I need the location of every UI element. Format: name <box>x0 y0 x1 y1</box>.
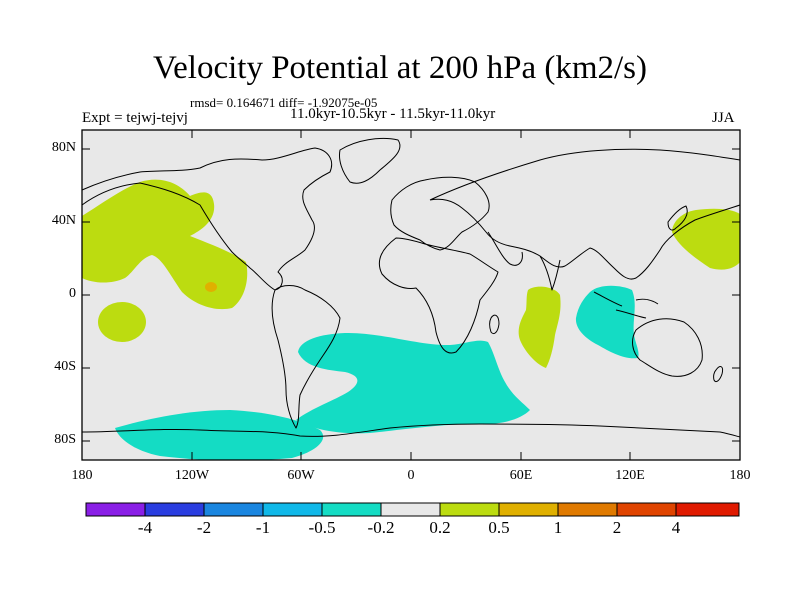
colorbar-label-3: -1 <box>255 518 271 537</box>
colorbar-swatch-9 <box>558 503 617 516</box>
arabia-india-coastline <box>487 231 561 291</box>
x-label-180-west: 180 <box>71 468 93 483</box>
colorbar-swatch-6 <box>381 503 440 516</box>
south-atlantic-negative-region <box>296 332 530 434</box>
y-label-0: 0 <box>69 286 76 301</box>
asia-coastline <box>429 148 741 280</box>
x-label-0: 0 <box>407 468 415 483</box>
colorbar-label-4: -0.5 <box>308 518 336 537</box>
x-label-120w: 120W <box>174 468 210 483</box>
colorbar-swatch-8 <box>499 503 558 516</box>
australia-coastline <box>632 318 703 377</box>
colorbar-swatch-11 <box>676 503 739 516</box>
y-label-40s: 40S <box>54 359 76 374</box>
map-title: Velocity Potential at 200 hPa (km2/s) <box>152 50 648 86</box>
y-label-80s: 80S <box>54 432 76 447</box>
colorbar-swatch-5 <box>322 503 381 516</box>
colorbar-swatch-10 <box>617 503 676 516</box>
east-pacific-positive-region <box>82 179 248 310</box>
indian-ocean-positive-region <box>518 286 561 368</box>
southern-ocean-negative-region <box>115 410 324 461</box>
colorbar-swatch-3 <box>204 503 263 516</box>
stats-text: rmsd= 0.164671 diff= -1.92075e-05 <box>190 95 378 110</box>
x-label-180-east: 180 <box>729 468 751 483</box>
colorbar-label-9: 2 <box>612 518 622 537</box>
colorbar-label-5: -0.2 <box>367 518 395 537</box>
colorbar-swatch-1 <box>86 503 145 516</box>
x-label-60w: 60W <box>287 468 315 483</box>
south-america-coastline <box>271 285 341 429</box>
positive-anomaly-regions <box>82 179 740 368</box>
colorbar-label-2: -2 <box>196 518 212 537</box>
y-label-40n: 40N <box>51 213 76 228</box>
colorbar-swatch-7 <box>440 503 499 516</box>
colorbar-swatch-2 <box>145 503 204 516</box>
colorbar-label-6: 0.2 <box>429 518 451 537</box>
west-pacific-positive-region <box>672 208 740 270</box>
colorbar <box>85 502 740 517</box>
indonesia-coastline <box>593 291 659 319</box>
x-label-120e: 120E <box>615 468 645 483</box>
colorbar-label-7: 0.5 <box>488 518 510 537</box>
experiment-label: Expt = tejwj-tejvj <box>82 110 188 126</box>
period-label: 11.0kyr-10.5kyr - 11.5kyr-11.0kyr <box>290 106 496 122</box>
japan-coastline <box>667 205 688 231</box>
negative-anomaly-regions <box>115 285 639 461</box>
south-pacific-positive-region <box>98 302 146 342</box>
greenland-coastline <box>339 137 401 184</box>
colorbar-swatch-4 <box>263 503 322 516</box>
madagascar-coastline <box>489 314 500 335</box>
coastlines <box>81 137 741 438</box>
colorbar-label-10: 4 <box>671 518 681 537</box>
colorbar-label-8: 1 <box>553 518 563 537</box>
north-america-coastline <box>81 147 333 291</box>
colorbar-label-1: -4 <box>137 518 153 537</box>
new-zealand-coastline <box>713 366 723 383</box>
maritime-continent-negative-region <box>575 285 639 359</box>
season-label: JJA <box>712 110 735 126</box>
positive-05-1-spot <box>205 282 217 292</box>
antarctica-coastline <box>81 423 741 438</box>
x-label-60e: 60E <box>509 468 533 483</box>
y-label-80n: 80N <box>51 140 76 155</box>
europe-africa-coastline <box>378 176 499 354</box>
y-axis-ticks <box>82 148 740 442</box>
x-axis-ticks <box>81 130 741 460</box>
